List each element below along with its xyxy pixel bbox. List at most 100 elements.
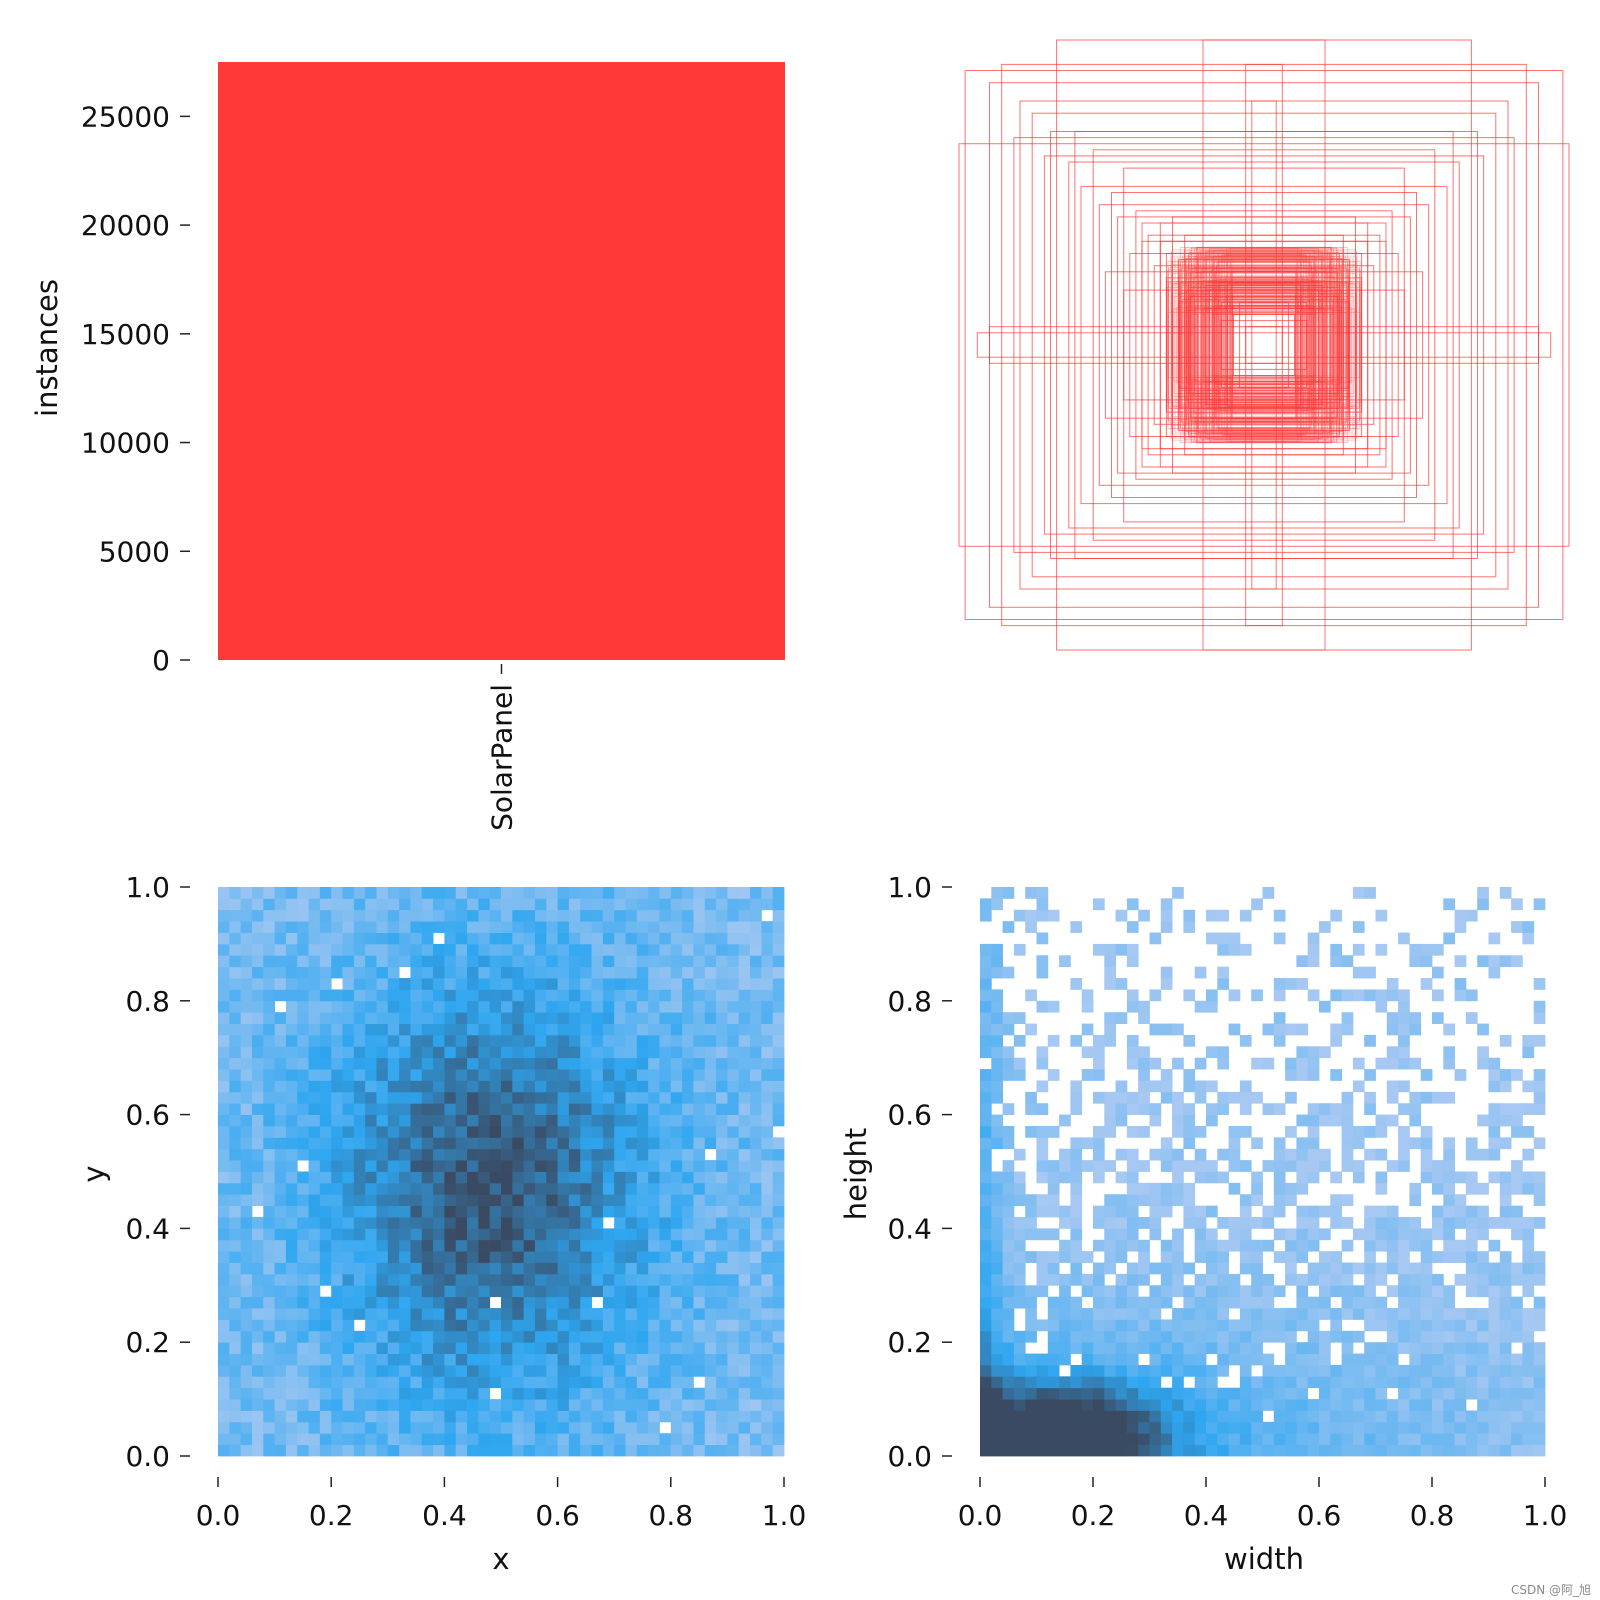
xy-heatmap-cell xyxy=(636,1239,649,1252)
wh-heatmap-cell xyxy=(980,1103,992,1115)
xy-heatmap-cell xyxy=(433,898,445,911)
xy-heatmap-cell xyxy=(682,1285,694,1298)
bounding-box xyxy=(1177,276,1351,414)
xy-heatmap-cell xyxy=(591,1057,604,1070)
xy-heatmap-cell xyxy=(761,1148,774,1161)
bounding-box xyxy=(1225,277,1303,413)
xy-heatmap-cell xyxy=(331,1171,343,1184)
wh-heatmap-cell xyxy=(1149,1410,1162,1423)
wh-heatmap-cell xyxy=(1070,1319,1083,1332)
wh-heatmap-cell xyxy=(1093,1342,1105,1354)
wh-heatmap-cell xyxy=(980,1023,992,1036)
wh-heatmap-cell xyxy=(1239,1080,1252,1093)
xy-heatmap-cell xyxy=(342,1251,355,1263)
wh-heatmap-cell xyxy=(1002,1285,1015,1298)
xy-heatmap-cell xyxy=(523,1205,536,1218)
xy-heatmap-cell xyxy=(693,1364,706,1377)
wh-heatmap-cell xyxy=(1013,1353,1026,1366)
xy-heatmap-cell xyxy=(331,1251,343,1263)
wh-heatmap-cell xyxy=(1149,1421,1162,1434)
xy-heatmap-cell xyxy=(523,1091,536,1104)
wh-heatmap-cell xyxy=(980,1308,992,1320)
xy-heatmap-cell xyxy=(251,1160,264,1172)
xy-heatmap-cell xyxy=(614,1296,626,1309)
xy-heatmap-cell xyxy=(546,909,558,922)
xy-heatmap-cell xyxy=(365,989,377,1002)
xy-heatmap-cell xyxy=(467,989,479,1002)
wh-heatmap-cell xyxy=(1239,1194,1252,1207)
xy-heatmap-cell xyxy=(387,1342,400,1354)
xy-heatmap-cell xyxy=(534,1330,547,1343)
wh-heatmap-cell xyxy=(1115,1239,1128,1252)
xy-heatmap-cell xyxy=(738,1353,751,1366)
wh-heatmap-cell xyxy=(1511,1319,1523,1332)
xy-heatmap-cell xyxy=(738,1308,751,1320)
xy-heatmap-cell xyxy=(512,1387,525,1400)
xy-heatmap-cell xyxy=(331,1308,343,1320)
xy-heatmap-cell xyxy=(376,978,389,990)
wh-heatmap-cell xyxy=(991,1217,1003,1229)
wh-heatmap-cell xyxy=(1093,1069,1105,1081)
xy-heatmap-cell xyxy=(399,1330,411,1343)
xy-heatmap-cell xyxy=(467,966,479,979)
xy-heatmap-cell xyxy=(648,1251,660,1263)
xy-heatmap-cell xyxy=(716,1444,728,1457)
xy-heatmap-cell xyxy=(546,1137,558,1150)
xy-heatmap-cell xyxy=(716,1273,728,1286)
xy-heatmap-cell xyxy=(659,1148,672,1161)
xy-heatmap-cell xyxy=(399,1444,411,1457)
wh-heatmap-cell xyxy=(1477,1023,1489,1036)
wh-heatmap-cell xyxy=(1420,1376,1433,1389)
xy-heatmap-cell xyxy=(353,1057,366,1070)
xy-heatmap-cell xyxy=(455,1251,468,1263)
wh-heatmap-cell xyxy=(1138,1444,1150,1457)
xy-heatmap-cell xyxy=(738,1342,751,1354)
xy-heatmap-cell xyxy=(557,898,570,911)
xy-heatmap-cell xyxy=(319,1239,332,1252)
xy-heatmap-cell xyxy=(602,1171,615,1184)
xy-heatmap-cell xyxy=(455,1057,468,1070)
xy-heatmap-cell xyxy=(738,1160,751,1172)
xy-heatmap-cell xyxy=(274,1319,287,1332)
wh-heatmap-cell xyxy=(1364,1308,1376,1320)
xy-heatmap-cell xyxy=(512,1080,525,1093)
xy-heatmap-cell xyxy=(602,1387,615,1400)
wh-heatmap-cell xyxy=(1330,1319,1342,1332)
xy-heatmap-cell xyxy=(501,1444,513,1457)
wh-heatmap-cell xyxy=(1138,1421,1150,1434)
wh-heatmap-cell xyxy=(1036,1376,1049,1389)
wh-heatmap-cell xyxy=(1499,1080,1512,1093)
xy-heatmap-cell xyxy=(727,887,740,899)
wh-heatmap-cell xyxy=(1047,1125,1060,1138)
xy-heatmap-cell xyxy=(263,921,275,933)
xy-heatmap-cell xyxy=(625,966,638,979)
xy-heatmap-cell xyxy=(387,978,400,990)
xy-heatmap-cell xyxy=(636,1399,649,1411)
wh-heatmap-cell xyxy=(980,1251,992,1263)
xy-heatmap-cell xyxy=(591,921,604,933)
wh-heatmap-cell xyxy=(1262,887,1275,899)
wh-heatmap-cell xyxy=(1047,1387,1060,1400)
xy-heatmap-cell xyxy=(693,1000,706,1013)
wh-heatmap-cell xyxy=(1319,1114,1331,1127)
xy-heatmap-cell xyxy=(648,1012,660,1024)
xy-heatmap-cell xyxy=(750,1285,762,1298)
xy-heatmap-cell xyxy=(444,1114,457,1127)
xy-heatmap-cell xyxy=(365,1262,377,1275)
xy-heatmap-cell xyxy=(625,1285,638,1298)
wh-heatmap-cell xyxy=(1375,1217,1388,1229)
xy-heatmap-cell xyxy=(240,1091,253,1104)
wh-heatmap-cell xyxy=(1149,1194,1162,1207)
wh-heatmap-cell xyxy=(1183,1330,1196,1343)
xy-heatmap-cell xyxy=(614,1012,626,1024)
xy-heatmap-cell xyxy=(534,1353,547,1366)
wh-heatmap-cell xyxy=(1070,1364,1083,1377)
wh-heatmap-cell xyxy=(1115,1330,1128,1343)
wh-heatmap-cell xyxy=(1511,955,1523,968)
xy-heatmap-cell xyxy=(523,1364,536,1377)
xy-heatmap-cell xyxy=(704,1296,717,1309)
xy-heatmap-cell xyxy=(568,1091,581,1104)
xy-heatmap-cell xyxy=(399,1114,411,1127)
xy-heatmap-cell xyxy=(342,1046,355,1059)
xy-heatmap-cell xyxy=(648,1034,660,1047)
